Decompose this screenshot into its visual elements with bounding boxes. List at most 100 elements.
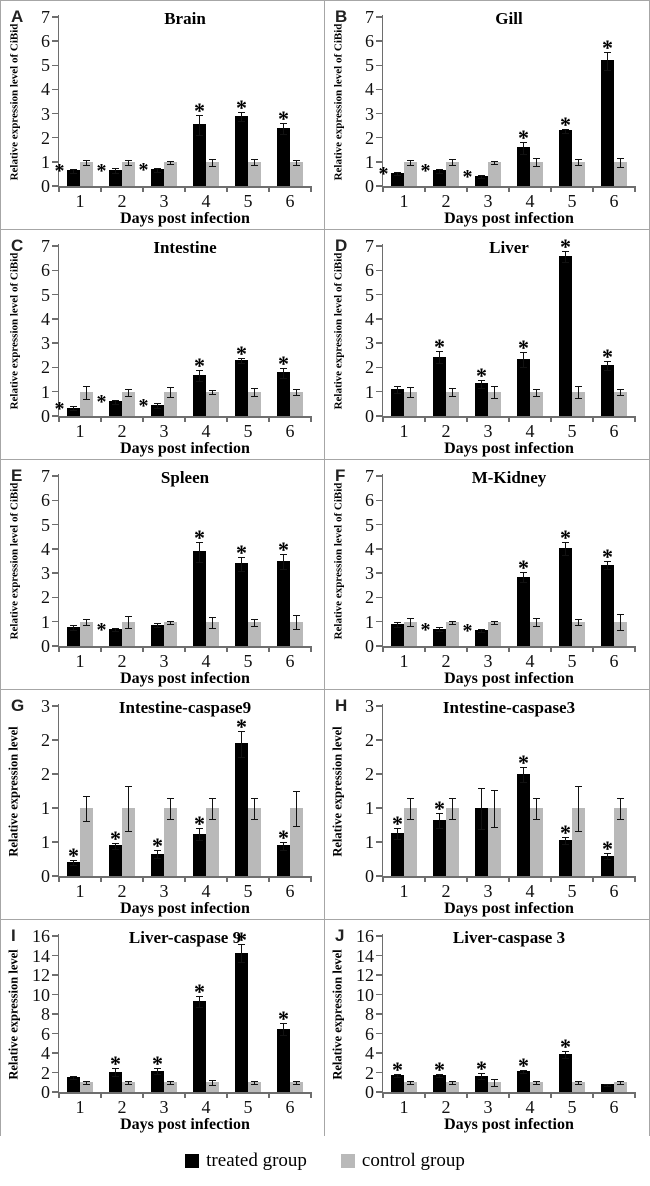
error-bar-control xyxy=(491,386,498,400)
x-tick-label: 5 xyxy=(567,1097,577,1117)
error-bar-control xyxy=(167,160,174,165)
x-tick-mark xyxy=(268,186,270,192)
error-bar-stem xyxy=(451,389,454,397)
x-axis-title: Days post infection xyxy=(120,900,250,917)
error-bar-treated xyxy=(112,1067,119,1078)
bar-treated xyxy=(235,115,248,186)
x-tick-mark xyxy=(550,876,552,882)
x-tick-mark xyxy=(184,646,186,652)
y-axis-line xyxy=(57,244,59,418)
x-tick-label: 4 xyxy=(525,1097,535,1117)
error-bar-stem xyxy=(211,798,214,820)
error-bar-stem xyxy=(114,400,117,405)
bar-treated xyxy=(601,1084,614,1092)
error-bar-treated xyxy=(280,842,287,851)
error-bar-stem xyxy=(127,1082,130,1085)
error-bar-treated xyxy=(70,624,77,632)
error-bar-control xyxy=(617,614,624,631)
y-tick-label: 7 xyxy=(41,7,50,27)
error-bar-control xyxy=(491,160,498,165)
y-tick-mark xyxy=(52,954,58,957)
error-bar-stem xyxy=(282,124,285,134)
x-tick-label: 4 xyxy=(201,191,211,211)
error-bar-control xyxy=(407,618,414,628)
bar-control xyxy=(530,1082,543,1092)
bar-treated xyxy=(235,563,248,646)
bar-control xyxy=(80,808,93,876)
panel-title: Liver-caspase 3 xyxy=(452,928,566,947)
panel-title: Brain xyxy=(164,9,206,28)
error-bar-stem xyxy=(493,161,496,164)
y-tick-label: 1 xyxy=(365,381,374,402)
error-bar-stem xyxy=(282,554,285,570)
x-tick-label: 5 xyxy=(567,651,577,671)
error-bar-stem xyxy=(493,790,496,828)
error-bar-control xyxy=(449,797,456,821)
error-bar-stem xyxy=(295,1082,298,1085)
error-bar-treated xyxy=(436,1073,443,1078)
x-tick-label: 5 xyxy=(567,881,577,901)
bar-treated xyxy=(517,774,530,876)
error-bar-control xyxy=(491,1079,498,1088)
error-bar-stem xyxy=(85,620,88,626)
bar-control xyxy=(80,391,93,416)
y-tick-mark xyxy=(52,572,58,574)
y-axis-line xyxy=(57,934,59,1094)
y-tick-label: 3 xyxy=(365,103,374,124)
error-bar-stem xyxy=(522,352,525,368)
x-tick-label: 3 xyxy=(483,421,493,441)
legend-label-control: control group xyxy=(361,1150,465,1171)
y-tick-label: 1 xyxy=(41,611,50,632)
bar-treated xyxy=(475,176,488,186)
bar-treated xyxy=(193,124,206,186)
y-tick-label: 1 xyxy=(41,381,50,402)
x-tick-mark xyxy=(100,646,102,652)
error-bar-control xyxy=(125,1081,132,1086)
bar-control xyxy=(290,1082,303,1092)
error-bar-stem xyxy=(493,621,496,624)
bar-treated xyxy=(391,172,404,186)
error-bar-control xyxy=(575,386,582,400)
x-tick-label: 1 xyxy=(75,651,85,671)
y-tick-mark xyxy=(52,40,58,42)
bar-control xyxy=(122,1082,135,1092)
significance-star: * xyxy=(54,397,65,420)
significance-star: * xyxy=(236,926,247,952)
error-bar-treated xyxy=(604,852,611,861)
error-bar-control xyxy=(449,1081,456,1086)
bar-control xyxy=(80,1082,93,1092)
bar-treated xyxy=(433,820,446,876)
bar-control xyxy=(206,1082,219,1092)
bar-control xyxy=(572,391,585,416)
x-tick-label: 3 xyxy=(159,1097,169,1117)
x-axis-title: Days post infection xyxy=(444,440,574,457)
significance-star: * xyxy=(462,620,473,643)
panel-title: Intestine-caspase9 xyxy=(118,698,252,717)
error-bar-treated xyxy=(280,553,287,571)
error-bar-stem xyxy=(295,616,298,630)
error-bar-control xyxy=(251,159,258,167)
y-tick-mark xyxy=(376,841,382,843)
x-tick-mark xyxy=(100,876,102,882)
y-tick-mark xyxy=(376,1052,382,1054)
x-tick-label: 1 xyxy=(75,881,85,901)
y-tick-mark xyxy=(52,875,58,877)
x-tick-mark xyxy=(634,646,636,652)
y-tick-mark xyxy=(52,645,58,647)
control-swatch-icon xyxy=(340,1154,355,1168)
y-tick-label: 5 xyxy=(41,55,50,76)
y-tick-label: 2 xyxy=(41,730,50,750)
error-bar-stem xyxy=(577,387,580,399)
y-tick-label: 3 xyxy=(41,696,50,716)
y-tick-mark xyxy=(52,974,58,976)
significance-star: * xyxy=(420,160,431,183)
y-tick-label: 0 xyxy=(365,176,374,196)
y-tick-label: 0 xyxy=(41,406,50,426)
y-tick-mark xyxy=(376,807,382,809)
x-tick-mark xyxy=(226,186,228,192)
y-tick-mark xyxy=(376,40,382,42)
x-tick-mark xyxy=(100,186,102,192)
y-tick-mark xyxy=(52,620,58,623)
y-tick-label: 1 xyxy=(365,832,374,852)
significance-star: * xyxy=(392,1057,403,1083)
